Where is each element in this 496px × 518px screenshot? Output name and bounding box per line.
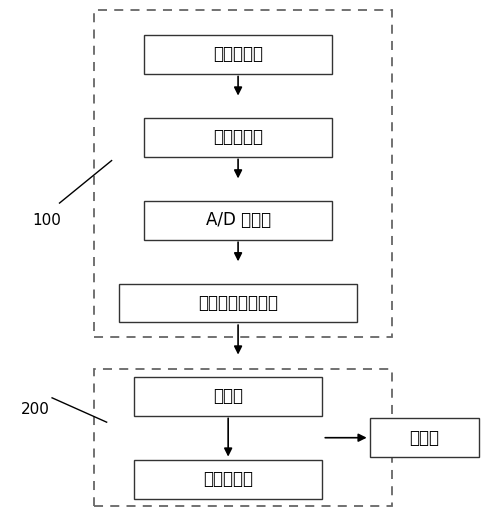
Bar	[144, 35, 332, 74]
Bar	[94, 369, 392, 507]
Text: 100: 100	[33, 213, 62, 227]
Text: 防摇控制器: 防摇控制器	[203, 470, 253, 488]
Bar	[144, 201, 332, 239]
Text: A/D 转换器: A/D 转换器	[205, 211, 271, 229]
Text: 计算机: 计算机	[213, 387, 243, 405]
Text: 全景摄像头: 全景摄像头	[213, 46, 263, 63]
Bar	[94, 10, 392, 337]
Text: 显示器: 显示器	[409, 429, 439, 447]
Bar	[119, 284, 357, 322]
Text: 数字信号处理芯片: 数字信号处理芯片	[198, 294, 278, 312]
Bar	[144, 118, 332, 156]
Bar	[370, 419, 479, 457]
Text: 200: 200	[21, 402, 50, 416]
Bar	[134, 377, 322, 415]
Bar	[134, 460, 322, 498]
Text: 图像传感器: 图像传感器	[213, 128, 263, 146]
